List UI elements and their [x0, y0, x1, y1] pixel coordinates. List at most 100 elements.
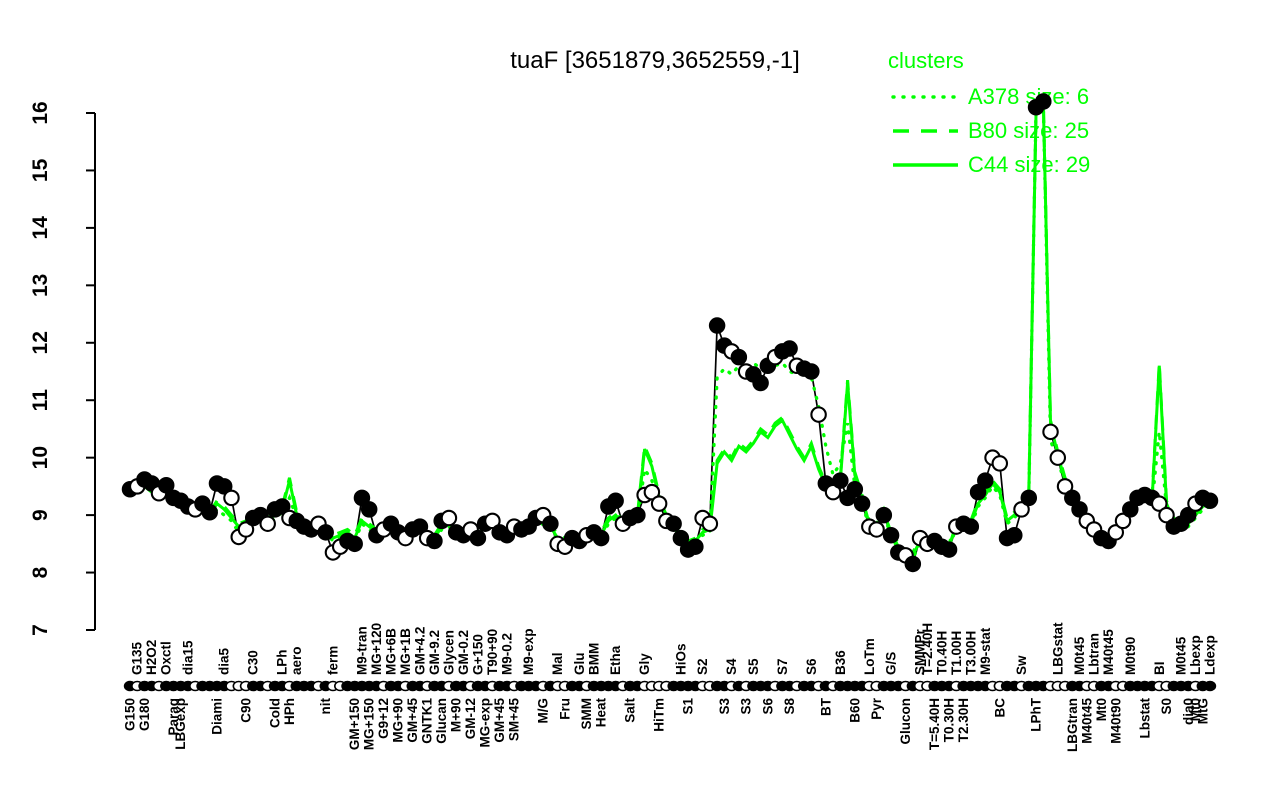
- condition-label-bottom: GM+45: [492, 698, 507, 743]
- data-point: [969, 483, 987, 501]
- condition-label-top: B36: [833, 650, 848, 675]
- data-point: [1107, 524, 1125, 541]
- data-point: [469, 529, 487, 547]
- condition-label-bottom: LBGexp: [173, 698, 188, 750]
- data-point: [962, 518, 980, 535]
- condition-label-bottom: Glucan: [434, 698, 449, 744]
- data-point: [1020, 489, 1038, 507]
- condition-label-bottom: Diami: [209, 698, 224, 735]
- condition-label-top: M9-0.2: [499, 633, 514, 675]
- condition-label-bottom: SMM: [579, 698, 594, 730]
- condition-label-top: T0.40H: [934, 631, 949, 675]
- condition-label-top: Lbtran: [1087, 633, 1102, 675]
- condition-label-top: GM+4.2: [412, 627, 427, 675]
- condition-label-bottom: Cold: [267, 698, 282, 728]
- legend: clusters A378 size: 6 B80 size: 25 C44 s…: [888, 48, 1090, 177]
- data-point: [1122, 501, 1139, 518]
- condition-label-top: S6: [804, 658, 819, 675]
- data-point: [1151, 495, 1168, 512]
- data-point: [259, 515, 276, 532]
- data-point: [1201, 492, 1219, 509]
- condition-label-top: BMM: [586, 643, 601, 675]
- y-axis-tick-label: 9: [29, 509, 52, 521]
- condition-label-top: aero: [289, 646, 304, 675]
- condition-label-top: C30: [246, 650, 261, 675]
- condition-label-top: dia5: [217, 647, 232, 675]
- condition-label-bottom: G180: [137, 698, 152, 731]
- condition-label-bottom: S1: [681, 698, 696, 715]
- condition-label-bottom: T=5.40H: [927, 698, 942, 750]
- condition-label-bottom: Paraq: [166, 698, 181, 736]
- condition-label-bottom: MG+90: [391, 698, 406, 743]
- condition-label-bottom: S6: [760, 698, 775, 715]
- condition-label-top: MG+120: [369, 623, 384, 675]
- condition-label-bottom: M40t90: [1108, 698, 1123, 744]
- condition-label-bottom: Mt0: [1188, 698, 1203, 721]
- rug-dot: [1203, 680, 1217, 692]
- condition-label-bottom: MG+150: [362, 698, 377, 750]
- condition-label-bottom: LBGtran: [1065, 698, 1080, 752]
- data-point: [810, 406, 827, 423]
- data-point: [643, 483, 661, 501]
- condition-label-bottom: S3: [717, 698, 732, 715]
- condition-label-top: LBGstat: [1050, 622, 1065, 675]
- condition-label-top: G/S: [884, 652, 899, 675]
- data-point: [1049, 449, 1067, 466]
- data-point: [201, 503, 218, 521]
- data-point: [353, 489, 371, 507]
- data-point: [875, 506, 893, 524]
- data-point: [1035, 93, 1052, 110]
- condition-label-bottom: M/G: [536, 698, 551, 724]
- data-point: [824, 483, 842, 501]
- condition-label-top: M9-stat: [978, 627, 993, 675]
- data-point: [1064, 489, 1081, 507]
- condition-label-bottom: BC: [992, 698, 1007, 718]
- data-point: [977, 472, 994, 489]
- condition-label-top: BI: [1152, 662, 1167, 676]
- data-point: [868, 521, 885, 538]
- condition-label-top: Mal: [550, 652, 565, 675]
- data-point: [940, 541, 958, 558]
- data-point: [730, 348, 748, 366]
- condition-label-top: MG+1B: [398, 628, 413, 675]
- data-point: [665, 515, 682, 532]
- data-point: [1180, 506, 1197, 524]
- condition-label-bottom: Pyr: [869, 697, 884, 720]
- data-point: [1071, 501, 1088, 518]
- legend-label-b80: B80 size: 25: [968, 118, 1089, 143]
- condition-label-top: S2: [695, 658, 710, 675]
- condition-label-top: T=2.40H: [920, 623, 935, 675]
- condition-label-bottom: T0.30H: [942, 698, 957, 742]
- condition-label-bottom: S3: [739, 698, 754, 715]
- y-axis-tick-label: 15: [29, 158, 52, 182]
- data-point: [1042, 423, 1059, 441]
- data-point: [991, 455, 1009, 472]
- x-axis-labels: G135 H2O2 Oxctl dia15 dia5 C30 LPh aero ferm M9-t…: [123, 622, 1218, 752]
- data-point: [1114, 512, 1132, 530]
- data-point: [1006, 526, 1023, 544]
- data-point: [346, 535, 363, 553]
- plot-title: tuaF [3651879,3652559,-1]: [510, 47, 800, 74]
- condition-label-top: LPh: [275, 650, 290, 676]
- legend-title: clusters: [888, 48, 964, 73]
- condition-label-top: Ldexp: [1203, 635, 1218, 675]
- condition-label-top: S4: [724, 658, 739, 675]
- y-axis-tick-label: 10: [29, 446, 52, 469]
- data-point: [701, 515, 719, 532]
- condition-label-bottom: LPhT: [1029, 697, 1044, 731]
- y-axis-tick-label: 13: [29, 274, 52, 297]
- data-point: [273, 498, 291, 515]
- data-point: [904, 555, 922, 573]
- condition-label-top: T90+90: [485, 629, 500, 675]
- condition-label-top: GM-9.2: [427, 630, 442, 675]
- data-point: [853, 495, 871, 512]
- condition-label-top: M0t45: [1174, 636, 1189, 675]
- condition-label-bottom: Heat: [594, 698, 609, 728]
- condition-label-bottom: T2.30H: [956, 698, 971, 742]
- data-point: [672, 529, 690, 547]
- condition-label-bottom: MtG: [1195, 698, 1210, 724]
- data-point: [592, 529, 610, 547]
- condition-label-top: HiOs: [673, 643, 688, 675]
- data-point: [687, 538, 704, 555]
- data-point: [803, 363, 820, 380]
